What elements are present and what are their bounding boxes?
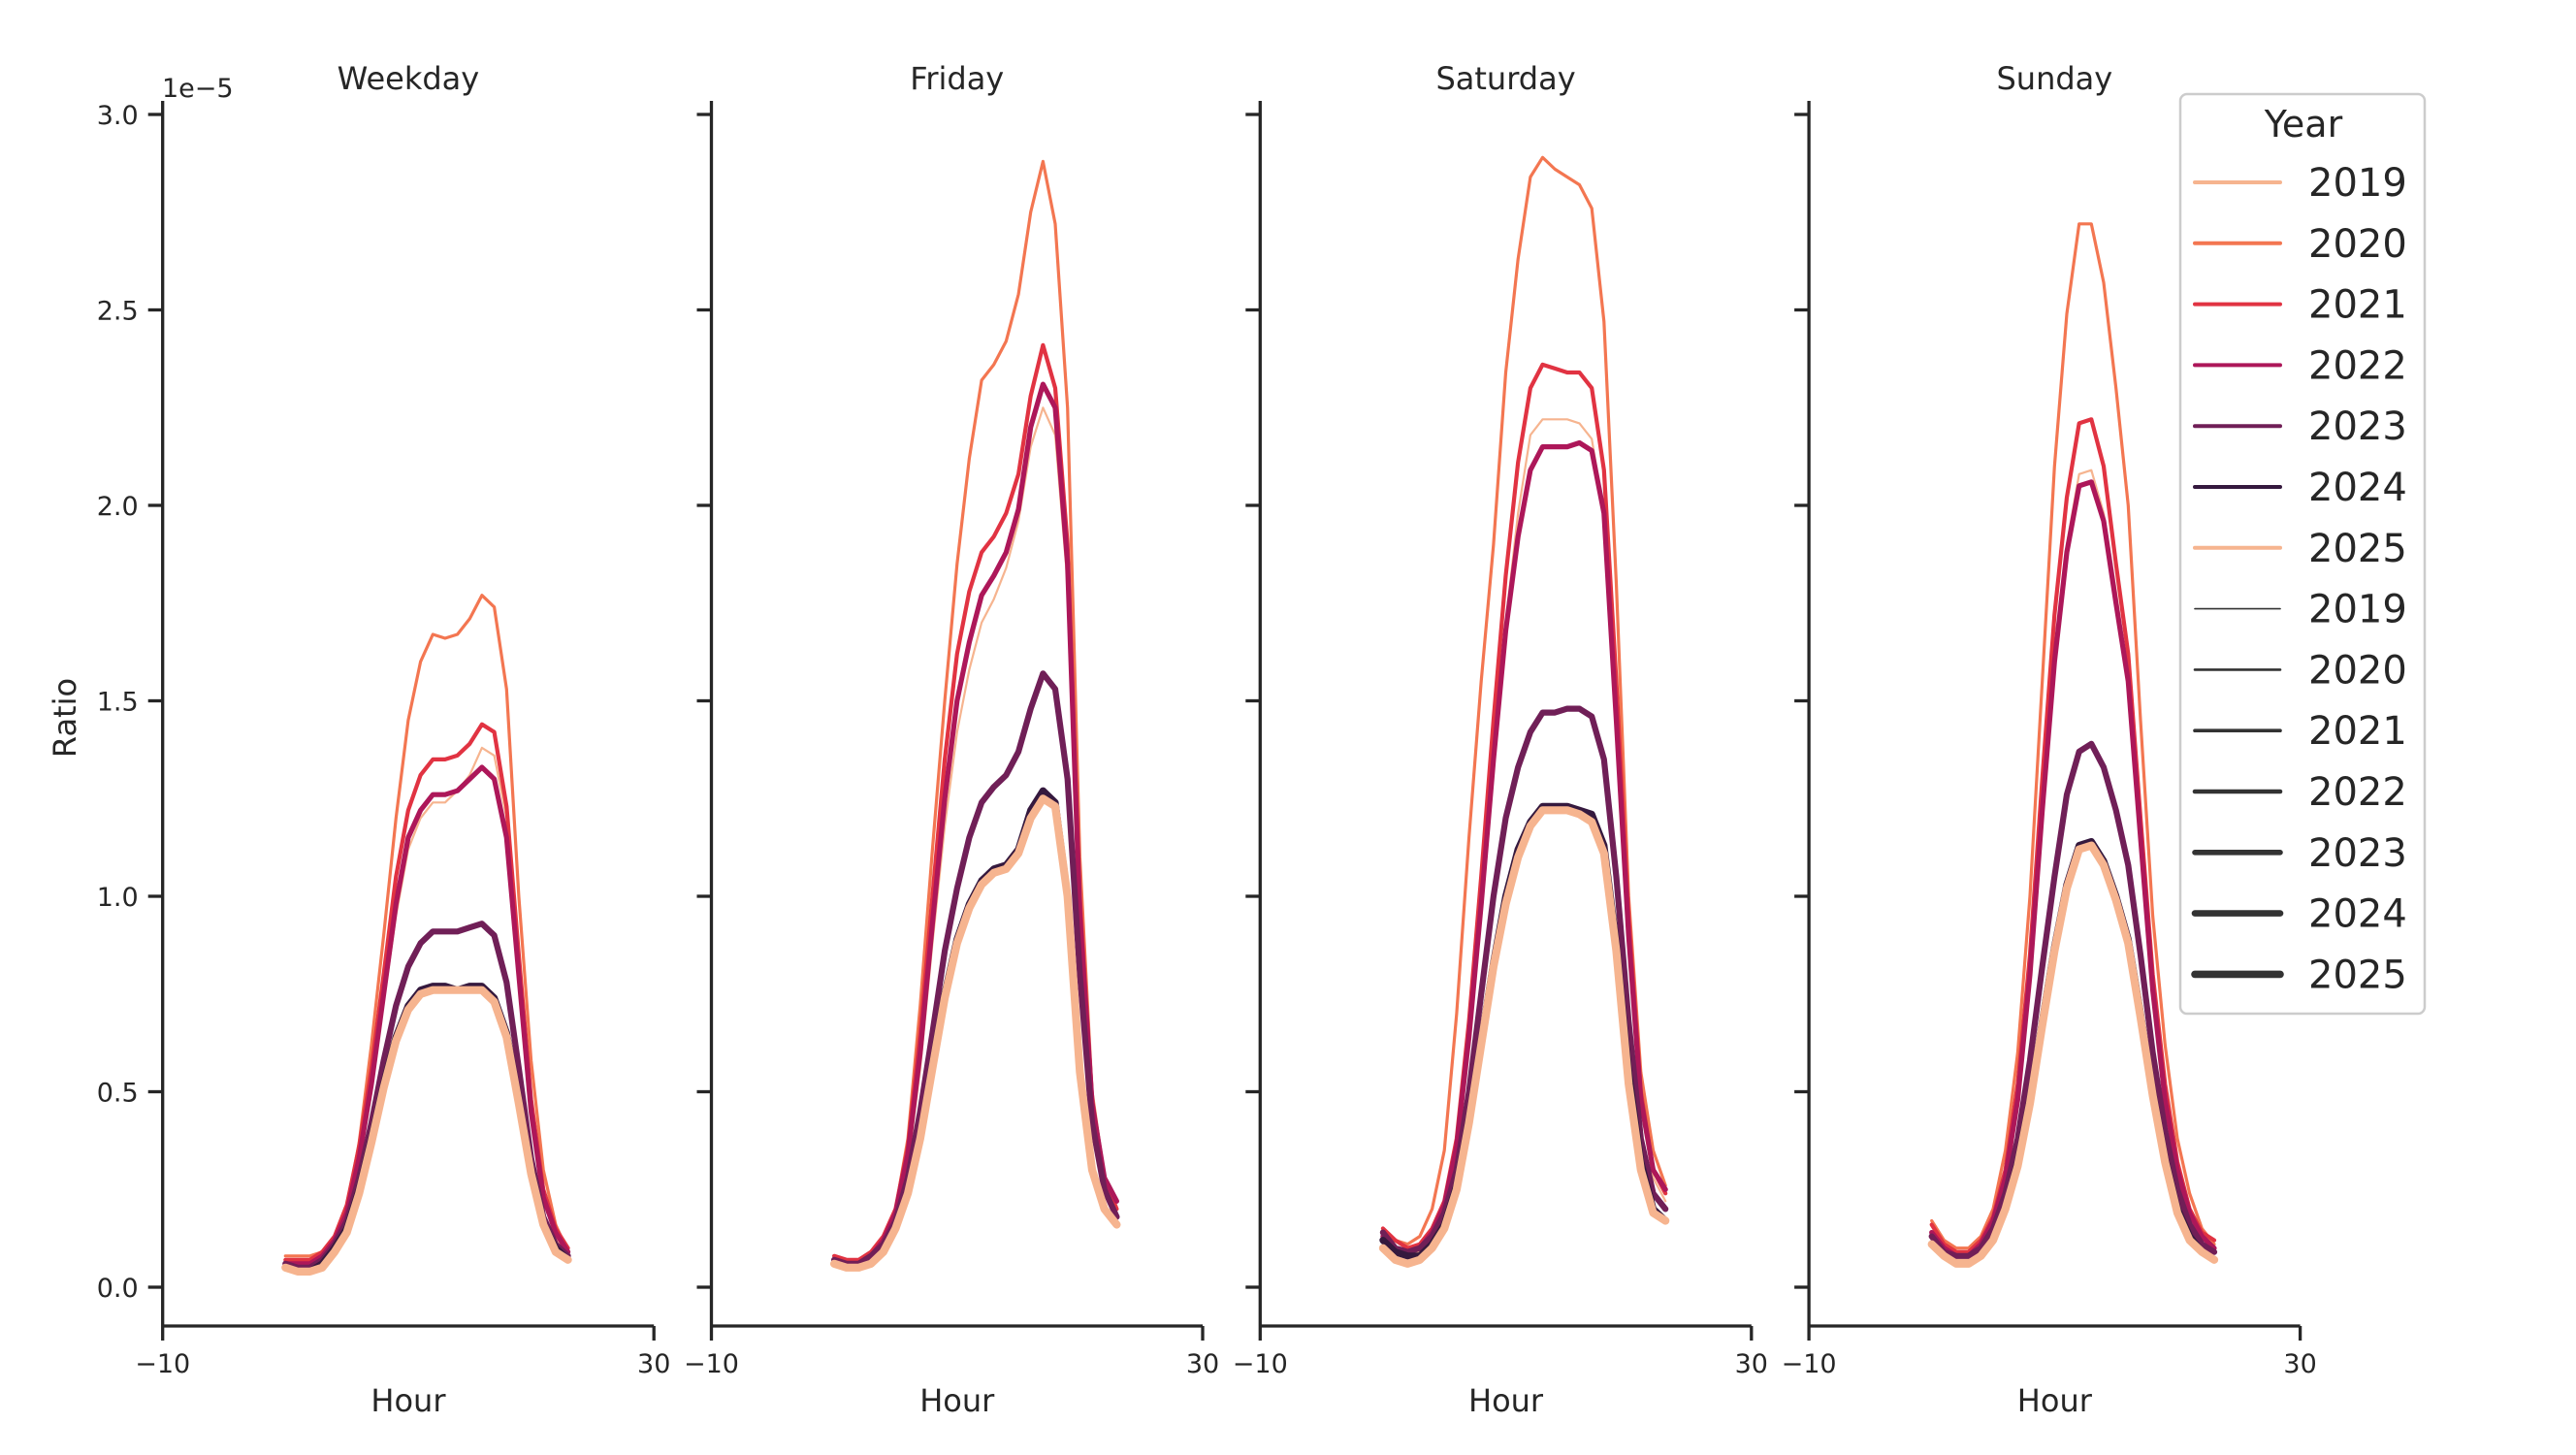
y-tick-label: 1.0 bbox=[97, 883, 139, 913]
y-tick-label: 1.5 bbox=[97, 688, 139, 718]
legend-title: Year bbox=[2264, 103, 2343, 146]
series-line-saturday-2023 bbox=[1379, 705, 1669, 1255]
panel-title: Sunday bbox=[1996, 60, 2112, 97]
y-tick-label: 0.5 bbox=[97, 1079, 139, 1109]
series-line-friday-2023 bbox=[831, 670, 1120, 1267]
x-tick-label: −10 bbox=[684, 1349, 739, 1379]
series-line-sunday-2023 bbox=[1928, 740, 2218, 1259]
legend-hue-2025-label: 2025 bbox=[2308, 527, 2407, 571]
legend-size-2021-label: 2021 bbox=[2308, 709, 2407, 754]
series-line-weekday-2025 bbox=[281, 986, 572, 1276]
series-line-sunday-2020 bbox=[1930, 222, 2216, 1250]
x-tick-label: −10 bbox=[135, 1349, 190, 1379]
panel-title: Weekday bbox=[338, 60, 480, 97]
series-line-sunday-2025 bbox=[1927, 841, 2219, 1268]
legend-hue-2024-label: 2024 bbox=[2308, 466, 2407, 510]
y-tick-label: 0.0 bbox=[97, 1274, 139, 1304]
y-axis-label: Ratio bbox=[47, 678, 83, 758]
legend-size-2022-label: 2022 bbox=[2308, 770, 2407, 815]
series-line-saturday-2020 bbox=[1381, 155, 1667, 1246]
x-tick-label: −10 bbox=[1233, 1349, 1288, 1379]
x-axis-label: Hour bbox=[2017, 1382, 2093, 1419]
x-tick-label: −10 bbox=[1782, 1349, 1837, 1379]
series-line-weekday-2019 bbox=[284, 746, 569, 1269]
legend-hue-2021-label: 2021 bbox=[2308, 283, 2407, 328]
x-axis-label: Hour bbox=[1468, 1382, 1544, 1419]
panel-title: Saturday bbox=[1435, 60, 1575, 97]
legend-hue-2020-label: 2020 bbox=[2308, 222, 2407, 267]
series-line-friday-2019 bbox=[833, 406, 1118, 1269]
x-tick-label: 30 bbox=[1186, 1349, 1219, 1379]
legend-size-2019-label: 2019 bbox=[2308, 588, 2407, 632]
legend-box bbox=[2178, 92, 2427, 1016]
series-line-saturday-2025 bbox=[1378, 806, 1670, 1268]
legend-size-2025-label: 2025 bbox=[2308, 953, 2407, 997]
y-offset-text: 1e−5 bbox=[162, 74, 234, 104]
x-axis-label: Hour bbox=[370, 1382, 446, 1419]
y-tick-label: 2.0 bbox=[97, 492, 139, 522]
legend-size-2024-label: 2024 bbox=[2308, 892, 2407, 937]
series-line-friday-2025 bbox=[830, 794, 1121, 1272]
legend-size-2020-label: 2020 bbox=[2308, 648, 2407, 693]
panel-title: Friday bbox=[910, 60, 1004, 97]
legend-hue-2019-label: 2019 bbox=[2308, 161, 2407, 206]
y-tick-label: 2.5 bbox=[97, 297, 139, 327]
legend-hue-2022-label: 2022 bbox=[2308, 343, 2407, 388]
legend-size-2023-label: 2023 bbox=[2308, 831, 2407, 876]
x-axis-label: Hour bbox=[919, 1382, 995, 1419]
x-tick-label: 30 bbox=[637, 1349, 670, 1379]
legend-hue-2023-label: 2023 bbox=[2308, 404, 2407, 449]
x-tick-label: 30 bbox=[1735, 1349, 1768, 1379]
y-tick-label: 3.0 bbox=[97, 101, 139, 131]
x-tick-label: 30 bbox=[2283, 1349, 2316, 1379]
